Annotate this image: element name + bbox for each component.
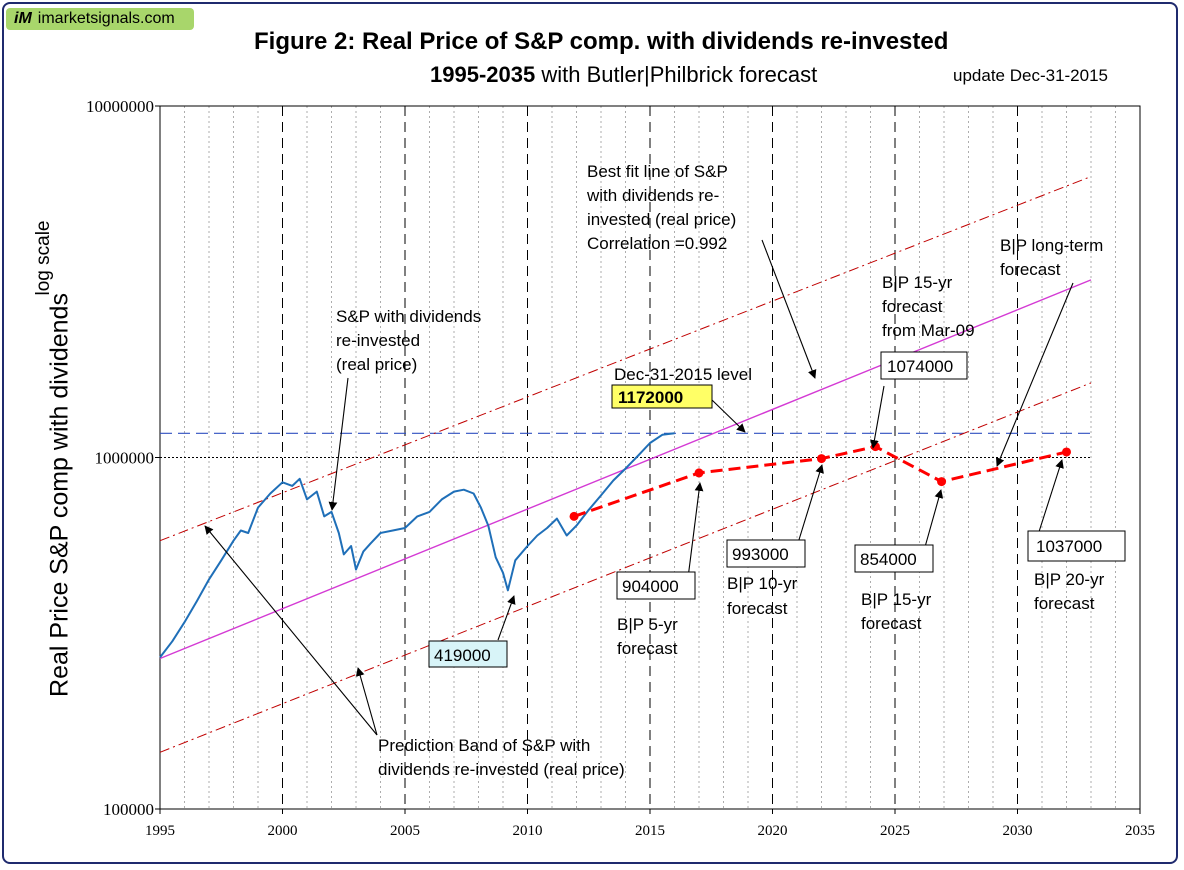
arrow-f20 [1036, 459, 1064, 539]
x-axis-ticks: 1995 2000 2005 2010 2015 2020 2025 2030 2035 [145, 809, 1155, 839]
arrow-f15 [924, 489, 944, 548]
annotation-f15-mar-line2: forecast [882, 297, 943, 316]
arrow-bestfit [761, 239, 817, 379]
sp-line [159, 432, 675, 659]
annotation-sp-line1: S&P with dividends [336, 307, 481, 326]
x-tick-label: 2030 [1003, 823, 1033, 839]
annotation-long-term-line1: B|P long-term [1000, 236, 1103, 255]
chart-series [159, 176, 1092, 753]
arrow-long-term [995, 282, 1074, 467]
annotation-band-line1: Prediction Band of S&P with [378, 736, 590, 755]
y-axis-ticks: 100000 1000000 10000000 [86, 97, 160, 819]
forecast-point [569, 511, 579, 521]
y-tick-label: 1000000 [95, 449, 155, 468]
forecast-point [1062, 447, 1071, 457]
annotation-f20-line1: B|P 20-yr [1034, 570, 1105, 589]
annotation-bestfit-line2: with dividends re- [586, 186, 719, 205]
arrow-band-upper [204, 525, 378, 736]
x-tick-label: 2000 [268, 823, 298, 839]
site-badge[interactable]: iM imarketsignals.com [6, 8, 194, 30]
forecast-point [817, 454, 826, 464]
annotation-f20: B|P 20-yr forecast [1034, 570, 1105, 613]
annotation-f15-mar: B|P 15-yr forecast from Mar-09 [882, 273, 975, 340]
annotation-f5-line2: forecast [617, 639, 678, 658]
annotation-f10: B|P 10-yr forecast [727, 574, 798, 618]
annotation-f20-line2: forecast [1034, 594, 1095, 613]
f10-value-box [726, 539, 806, 568]
chart-title: Figure 2: Real Price of S&P comp. with d… [254, 28, 949, 55]
chart-subtitle: 1995-2035 with Butler|Philbrick forecast [430, 62, 817, 88]
annotation-bestfit: Best fit line of S&P with dividends re- … [586, 162, 736, 253]
band-lower-line [159, 382, 1092, 753]
x-tick-label: 2035 [1125, 823, 1155, 839]
arrow-low [497, 595, 516, 641]
f15-value-box [854, 544, 934, 573]
annotation-dec-level: Dec-31-2015 level [614, 365, 752, 384]
annotation-arrows [204, 239, 1074, 736]
annotation-bestfit-line4: Correlation =0.992 [587, 234, 727, 253]
forecast-line [573, 445, 1067, 518]
x-tick-label: 1995 [145, 823, 175, 839]
band-upper-line [159, 176, 1092, 542]
annotation-f15: B|P 15-yr forecast [861, 590, 932, 633]
annotation-bestfit-line3: invested (real price) [587, 210, 736, 229]
annotation-f15-mar-line1: B|P 15-yr [882, 273, 953, 292]
forecast-point [937, 477, 947, 487]
chart-subtitle-rest: with Butler|Philbrick forecast [535, 62, 818, 87]
annotation-band-line2: dividends re-invested (real price) [378, 760, 625, 779]
annotation-sp-line3: (real price) [336, 355, 417, 374]
annotation-f15-line2: forecast [861, 614, 922, 633]
low-value-box [428, 640, 508, 668]
y-tick-label: 10000000 [86, 97, 154, 116]
f15-mar-value-box [880, 351, 968, 380]
annotation-long-term-line2: forecast [1000, 260, 1061, 279]
arrow-band-lower [355, 667, 378, 736]
x-tick-label: 2015 [635, 823, 665, 839]
f15-mar-value: 1074000 [887, 357, 953, 376]
dec-value: 1172000 [618, 388, 683, 407]
forecast-point [694, 468, 704, 478]
annotation-f10-line2: forecast [727, 599, 788, 618]
x-tick-label: 2010 [513, 823, 543, 839]
arrow-f5 [687, 482, 704, 579]
y-tick-label: 100000 [103, 800, 154, 819]
arrow-dec-level [711, 399, 746, 433]
x-tick-label: 2005 [390, 823, 420, 839]
site-logo-icon: iM [14, 10, 32, 27]
annotation-sp-line2: re-invested [336, 331, 420, 350]
annotation-band: Prediction Band of S&P with dividends re… [378, 736, 625, 779]
arrow-f10 [797, 464, 824, 544]
annotation-bestfit-line1: Best fit line of S&P [587, 162, 728, 181]
annotation-f5: B|P 5-yr forecast [617, 615, 678, 658]
dec-value-box [611, 384, 713, 409]
chart-subtitle-years: 1995-2035 [430, 62, 536, 87]
f20-value: 1037000 [1036, 537, 1102, 556]
annotation-long-term: B|P long-term forecast [1000, 236, 1103, 279]
f5-value-box [616, 571, 696, 600]
annotation-sp: S&P with dividends re-invested (real pri… [336, 307, 481, 374]
forecast-point [870, 442, 880, 452]
site-name: imarketsignals.com [37, 10, 175, 27]
f20-value-box [1027, 530, 1126, 562]
low-value: 419000 [434, 646, 491, 665]
x-tick-label: 2020 [758, 823, 788, 839]
update-date: update Dec-31-2015 [953, 66, 1109, 85]
arrow-sp-label [328, 377, 349, 511]
annotation-f15-mar-line3: from Mar-09 [882, 321, 975, 340]
f5-value: 904000 [622, 577, 679, 596]
x-tick-label: 2025 [880, 823, 910, 839]
annotation-f5-line1: B|P 5-yr [617, 615, 678, 634]
annotation-f10-line1: B|P 10-yr [727, 574, 798, 593]
f15-value: 854000 [860, 550, 917, 569]
annotation-f15-line1: B|P 15-yr [861, 590, 932, 609]
arrow-f15-mar [870, 385, 885, 449]
f10-value: 993000 [732, 545, 789, 564]
